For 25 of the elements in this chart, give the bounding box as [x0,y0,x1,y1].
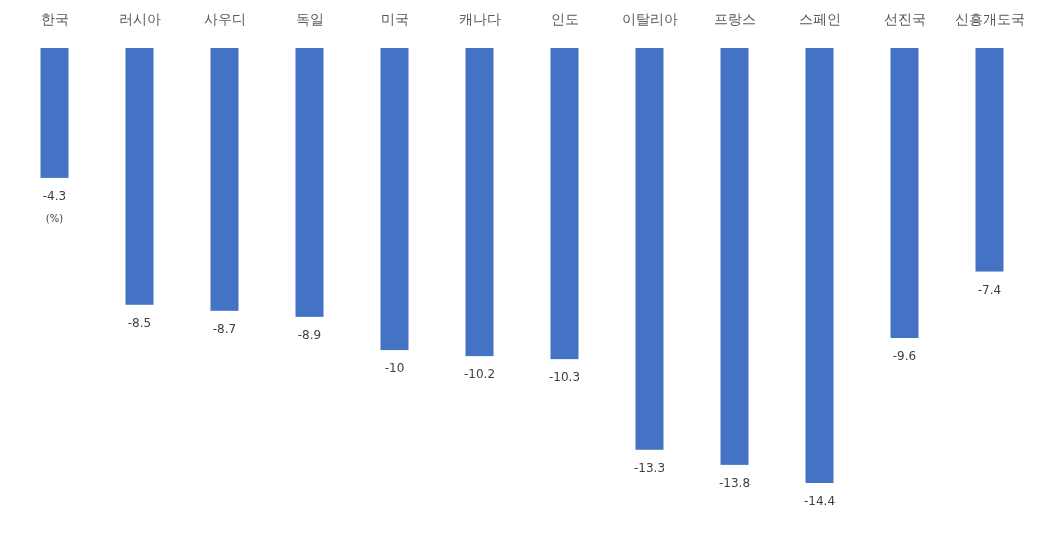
category: 선진국 [883,11,926,27]
category: 스페인 [798,11,841,27]
category: 독일 [295,11,324,27]
data-label: -10 [384,361,405,376]
data-label: -10.3 [548,370,581,385]
category: 사우디 [203,11,246,27]
category: 프랑스 [713,11,756,27]
category: 미국 [380,11,409,27]
category: 인도 [550,11,579,27]
data-label: -4.3 [42,188,67,203]
data-label: -8.9 [297,327,322,342]
category: 신흥개도국 [954,11,1025,27]
data-label: -14.4 [803,494,836,508]
annotation: (%) [45,212,64,224]
data-label: -10.2 [463,367,496,382]
category: 이탈리아 [621,11,678,27]
data-label: -8.7 [212,321,237,336]
category: 러시아 [118,11,161,27]
data-label: -13.3 [633,460,666,475]
category: 한국 [40,11,69,27]
data-label: -9.6 [892,349,917,363]
data-label: -13.8 [718,475,751,490]
data-label: -7.4 [977,282,1002,297]
category: 캐나다 [458,11,501,27]
data-label: -8.5 [127,315,152,330]
